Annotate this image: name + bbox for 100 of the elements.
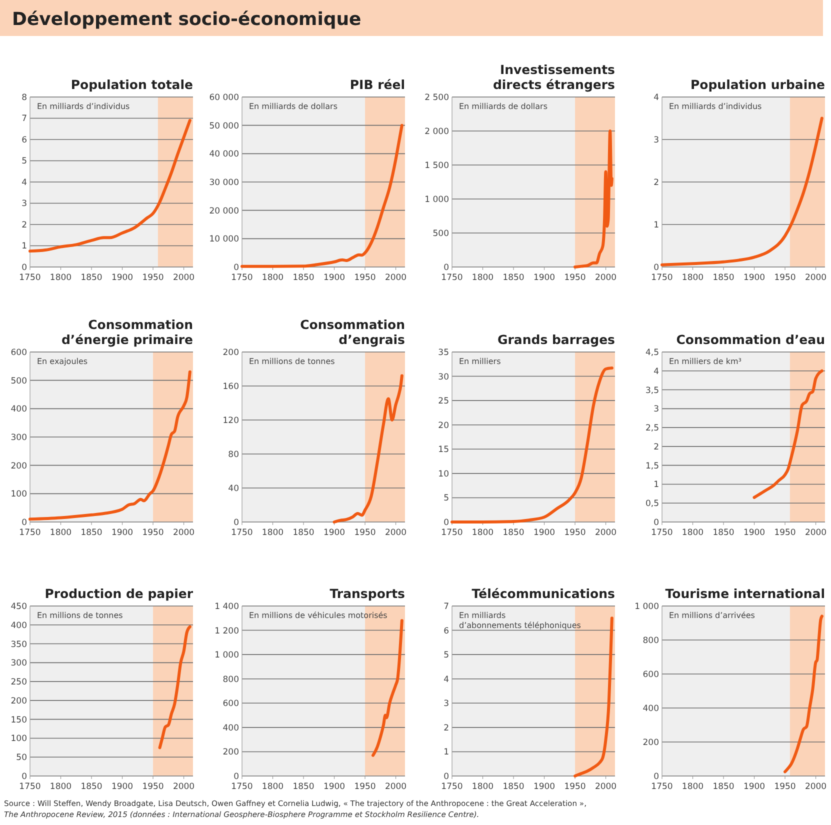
y-tick-label: 3,5 <box>645 386 659 396</box>
y-tick-label: 200 <box>10 696 27 706</box>
y-axis-title: En milliers de km³ <box>669 357 742 366</box>
y-tick-label: 200 <box>222 748 239 758</box>
x-tick-label: 1900 <box>111 273 134 283</box>
y-tick-label: 7 <box>22 114 27 124</box>
y-tick-label: 50 <box>16 753 27 764</box>
x-tick-label: 1950 <box>354 273 376 283</box>
y-tick-label: 80 <box>228 450 239 460</box>
y-tick-label: 0 <box>234 518 239 528</box>
y-tick-label: 1 000 <box>214 650 239 661</box>
x-tick-label: 1950 <box>142 782 164 792</box>
chart-title: Télécommunications <box>472 586 615 601</box>
x-tick-label: 2000 <box>804 528 827 538</box>
y-axis-title: En milliards d’individus <box>37 102 130 111</box>
x-tick-label: 1800 <box>262 273 284 283</box>
y-tick-label: 15 <box>438 445 449 456</box>
y-tick-label: 0 <box>234 262 239 273</box>
y-tick-label: 450 <box>10 602 27 612</box>
x-tick-label: 1850 <box>80 782 102 792</box>
x-tick-label: 1950 <box>354 782 376 792</box>
y-tick-label: 800 <box>222 674 239 685</box>
y-tick-label: 7 <box>444 602 449 612</box>
y-tick-label: 3 <box>654 404 659 415</box>
y-tick-label: 0 <box>444 772 449 782</box>
y-tick-label: 30 000 <box>209 178 239 188</box>
y-tick-label: 4 <box>22 178 27 188</box>
line-series <box>372 619 404 757</box>
x-tick-label: 1950 <box>774 528 796 538</box>
chart-title: Transports <box>330 586 405 601</box>
x-tick-label: 1950 <box>774 782 796 792</box>
y-tick-label: 600 <box>10 348 27 358</box>
y-tick-label: 2 <box>22 220 27 230</box>
chart-title: PIB réel <box>350 77 405 92</box>
y-tick-label: 500 <box>10 376 27 386</box>
y-tick-label: 3 <box>444 699 449 710</box>
x-tick-label: 1800 <box>682 273 704 283</box>
y-tick-label: 6 <box>22 135 27 146</box>
x-tick-label: 1750 <box>441 273 463 283</box>
text: Développement socio-économique <box>12 9 362 30</box>
y-axis-title: En millions d’arrivées <box>669 611 755 620</box>
y-tick-label: 1 000 <box>634 602 659 612</box>
chart-title: Tourisme international <box>665 586 825 601</box>
x-tick-label: 1800 <box>682 782 704 792</box>
x-tick-label: 2000 <box>594 782 617 792</box>
y-tick-label: 20 000 <box>209 206 239 216</box>
y-tick-label: 3 <box>654 135 659 146</box>
x-tick-label: 1850 <box>292 782 314 792</box>
y-tick-label: 50 000 <box>209 121 239 132</box>
y-tick-label: 300 <box>10 658 27 669</box>
y-tick-label: 2 500 <box>424 92 449 103</box>
y-tick-label: 6 <box>444 626 449 636</box>
x-tick-label: 2000 <box>384 528 407 538</box>
y-tick-label: 40 000 <box>209 150 239 160</box>
x-tick-label: 2000 <box>594 528 617 538</box>
x-tick-label: 2000 <box>172 782 195 792</box>
x-tick-label: 1900 <box>533 273 556 283</box>
y-tick-label: 2,5 <box>645 424 659 434</box>
chart-title: Consommation d’engrais <box>300 317 405 347</box>
x-tick-label: 1850 <box>502 782 524 792</box>
x-tick-label: 2000 <box>594 273 617 283</box>
x-tick-label: 2000 <box>172 273 195 283</box>
chart-title: Population totale <box>70 77 193 92</box>
y-tick-label: 1 000 <box>424 194 449 205</box>
line-series <box>28 118 192 253</box>
x-tick-label: 1850 <box>712 528 734 538</box>
y-tick-label: 0 <box>654 772 659 782</box>
y-tick-label: 0 <box>22 262 27 273</box>
x-tick-label: 2000 <box>384 273 407 283</box>
y-tick-label: 10 000 <box>209 234 239 245</box>
chart-title: Investissements directs étrangers <box>492 62 615 92</box>
y-axis-title: En milliards de dollars <box>459 102 548 111</box>
x-tick-label: 1900 <box>323 782 346 792</box>
x-tick-label: 1900 <box>533 782 556 792</box>
y-tick-label: 40 <box>228 484 239 494</box>
x-tick-label: 1900 <box>743 273 766 283</box>
x-tick-label: 1900 <box>111 528 134 538</box>
y-tick-label: 35 <box>438 348 449 358</box>
x-tick-label: 1950 <box>774 273 796 283</box>
y-tick-label: 1 <box>444 748 449 758</box>
x-tick-label: 1800 <box>262 528 284 538</box>
chart-title: Consommation d’énergie primaire <box>61 317 193 347</box>
x-tick-label: 1950 <box>564 273 586 283</box>
y-axis-title: En milliards de dollars <box>249 102 338 111</box>
x-tick-label: 1750 <box>19 782 41 792</box>
x-tick-label: 1800 <box>682 528 704 538</box>
x-tick-label: 1750 <box>231 528 253 538</box>
y-tick-label: 5 <box>444 494 449 504</box>
x-tick-label: 1900 <box>743 528 766 538</box>
y-tick-label: 20 <box>438 420 449 431</box>
y-tick-label: 160 <box>222 382 239 392</box>
y-tick-label: 0 <box>22 518 27 528</box>
chart-title: Population urbaine <box>690 77 825 92</box>
y-tick-label: 2 000 <box>424 126 449 137</box>
x-tick-label: 1900 <box>323 273 346 283</box>
y-axis-title: En milliards d’abonnements téléphoniques <box>459 611 581 630</box>
y-tick-label: 2 <box>654 178 659 188</box>
y-tick-label: 1 200 <box>214 626 239 636</box>
x-tick-label: 1850 <box>80 528 102 538</box>
y-tick-label: 1 <box>654 480 659 490</box>
